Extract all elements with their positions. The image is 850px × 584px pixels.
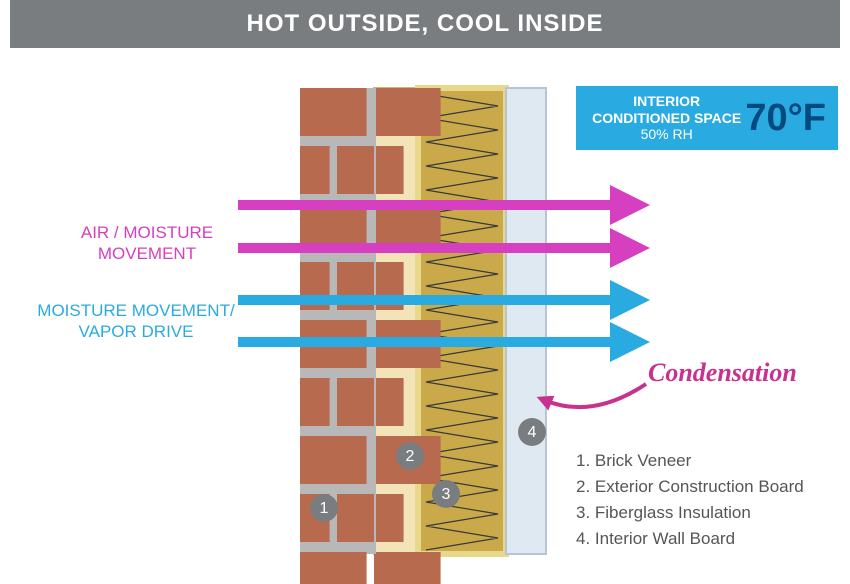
legend-item: 4. Interior Wall Board bbox=[576, 526, 804, 552]
exterior-conditions: 90°F EXTERIOR CONDITIONS 80% RH bbox=[20, 88, 288, 148]
svg-text:2: 2 bbox=[406, 448, 415, 465]
condensation-callout: Condensation bbox=[648, 358, 797, 388]
vapor-drive-label: MOISTURE MOVEMENT/ VAPOR DRIVE bbox=[36, 300, 236, 343]
interior-temp: 70°F bbox=[745, 97, 826, 140]
air-label-2: MOVEMENT bbox=[62, 243, 232, 264]
interior-line1: INTERIOR bbox=[588, 93, 745, 110]
vapor-label-2: VAPOR DRIVE bbox=[36, 321, 236, 342]
svg-text:4: 4 bbox=[528, 424, 537, 441]
interior-conditions: INTERIOR CONDITIONED SPACE 50% RH 70°F bbox=[576, 86, 838, 150]
svg-text:3: 3 bbox=[442, 486, 451, 503]
exterior-line1: EXTERIOR CONDITIONS bbox=[123, 90, 276, 128]
air-moisture-label: AIR / MOISTURE MOVEMENT bbox=[62, 222, 232, 265]
legend-item: 2. Exterior Construction Board bbox=[576, 474, 804, 500]
exterior-line2: 80% RH bbox=[123, 129, 276, 146]
vapor-label-1: MOISTURE MOVEMENT/ bbox=[36, 300, 236, 321]
legend-item: 3. Fiberglass Insulation bbox=[576, 500, 804, 526]
legend-list: 1. Brick Veneer2. Exterior Construction … bbox=[576, 448, 804, 552]
air-label-1: AIR / MOISTURE bbox=[62, 222, 232, 243]
interior-line3: 50% RH bbox=[588, 126, 745, 143]
legend-item: 1. Brick Veneer bbox=[576, 448, 804, 474]
svg-text:1: 1 bbox=[320, 500, 329, 517]
title-text: HOT OUTSIDE, COOL INSIDE bbox=[247, 10, 604, 37]
title-bar: HOT OUTSIDE, COOL INSIDE bbox=[10, 0, 840, 48]
interior-line2: CONDITIONED SPACE bbox=[588, 110, 745, 127]
exterior-temp: 90°F bbox=[32, 97, 113, 140]
